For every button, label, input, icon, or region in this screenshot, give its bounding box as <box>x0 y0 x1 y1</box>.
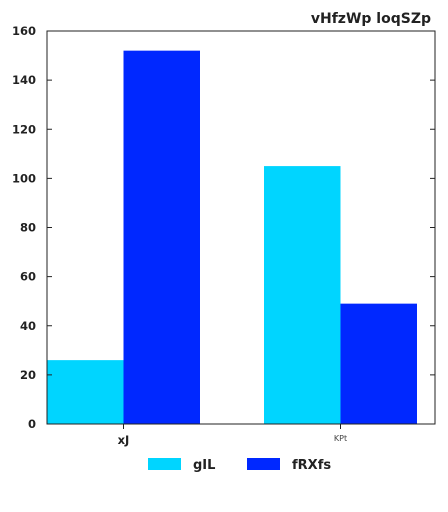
x-tick-label: xJ <box>118 433 130 447</box>
y-tick-label: 160 <box>12 24 36 38</box>
y-tick-label: 60 <box>20 270 36 284</box>
y-tick-label: 100 <box>12 171 36 185</box>
legend-label-gIL: gIL <box>193 458 215 473</box>
legend-swatch-fRXfs <box>247 458 280 470</box>
y-tick-label: 80 <box>20 221 36 235</box>
x-tick-label: KPt <box>334 434 347 443</box>
bar-gIL-KPt <box>264 166 341 424</box>
plot-area: xJ KPt 0 20 40 60 80 100 120 140 160 <box>12 24 435 447</box>
legend: gIL fRXfs <box>148 458 331 473</box>
bar-fRXfs-KPt <box>341 304 418 424</box>
y-tick-label: 0 <box>28 417 36 431</box>
y-tick-label: 140 <box>12 73 36 87</box>
chart-title: vHfzWp loqSZp <box>311 11 431 27</box>
y-tick-label: 20 <box>20 368 36 382</box>
bar-fRXfs-xJ <box>124 51 201 424</box>
y-tick-label: 120 <box>12 122 36 136</box>
bar-gIL-xJ <box>47 360 124 424</box>
legend-label-fRXfs: fRXfs <box>292 458 331 473</box>
legend-swatch-gIL <box>148 458 181 470</box>
y-tick-label: 40 <box>20 319 36 333</box>
